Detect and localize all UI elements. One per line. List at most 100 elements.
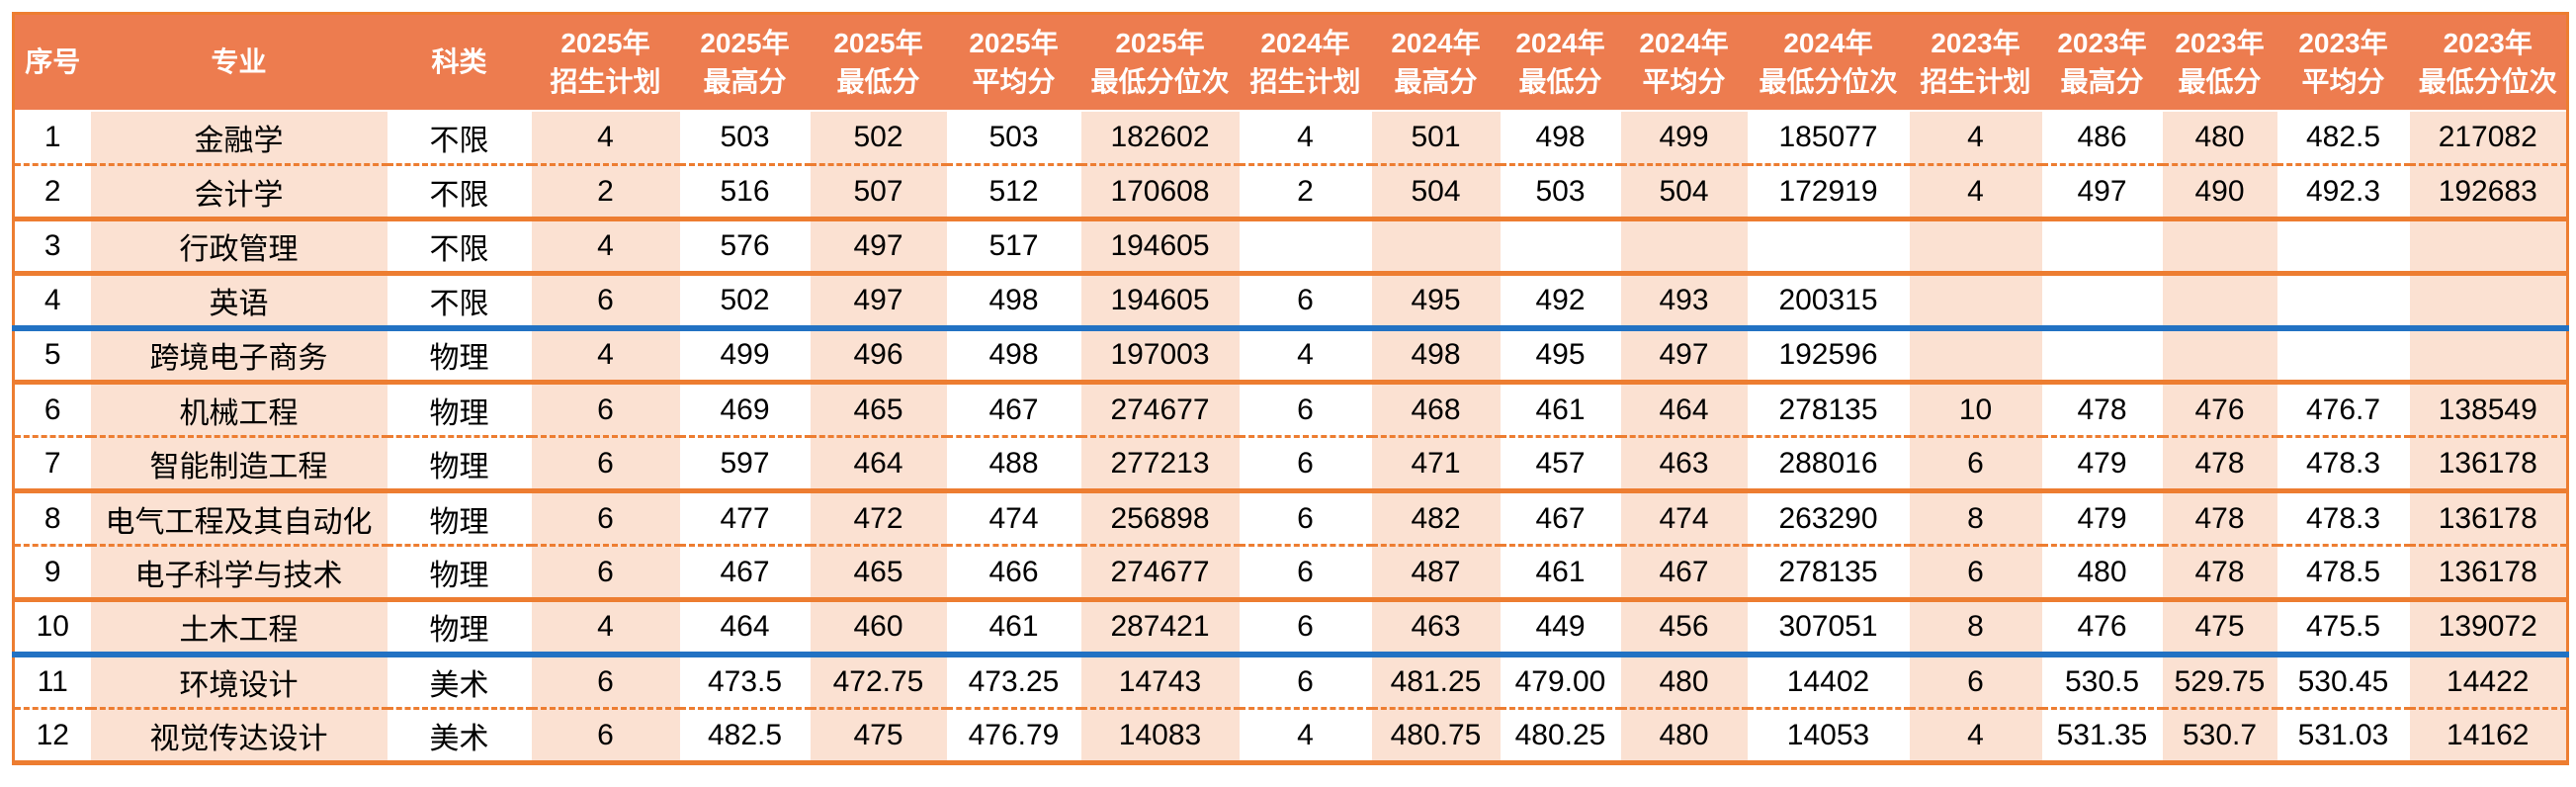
- cell-plan-2025: 6: [531, 545, 680, 602]
- cell-plan-2023: [1909, 273, 2042, 331]
- cell-major: 金融学: [90, 110, 387, 166]
- cell-min-2024: 480.25: [1500, 708, 1621, 765]
- cell-plan-2025: 4: [531, 219, 680, 276]
- column-header-line1: 2024年: [1260, 27, 1350, 58]
- column-header-line2: 平均分: [2301, 65, 2385, 97]
- cell-avg-2024: 464: [1620, 382, 1748, 438]
- cell-plan-2024: 4: [1239, 708, 1372, 765]
- cell-max-2025: 499: [679, 327, 811, 385]
- table-row-5: 5 跨境电子商务 物理 4 499 496 498 197003 4 498 495 497 19259…: [13, 327, 2568, 385]
- column-header-line1: 2025年: [833, 27, 923, 58]
- cell-plan-2024: [1239, 219, 1372, 276]
- cell-plan-2024: 6: [1239, 545, 1372, 602]
- cell-max-2024: 468: [1371, 382, 1501, 438]
- cell-rank-2024: 263290: [1747, 490, 1910, 547]
- cell-avg-2023: 482.5: [2276, 110, 2410, 166]
- column-header-rank-2025: 2025年 最低分位次: [1080, 13, 1240, 112]
- column-header-min-2025: 2025年 最低分: [810, 13, 947, 112]
- cell-rank-2025: 274677: [1080, 545, 1240, 602]
- cell-no: 8: [13, 490, 91, 547]
- cell-rank-2023: [2409, 327, 2568, 385]
- cell-no: 3: [13, 219, 91, 276]
- cell-no: 1: [13, 110, 91, 166]
- cell-plan-2023: [1909, 327, 2042, 385]
- cell-min-2024: 449: [1500, 599, 1621, 657]
- cell-min-2025: 464: [810, 436, 947, 493]
- table-row-3: 3 行政管理 不限 4 576 497 517 194605: [13, 219, 2568, 276]
- cell-max-2023: 531.35: [2041, 708, 2163, 765]
- cell-no: 6: [13, 382, 91, 438]
- cell-avg-2025: 517: [946, 219, 1081, 276]
- cell-max-2023: 486: [2041, 110, 2163, 166]
- column-header-line2: 最低分位次: [2418, 65, 2557, 97]
- cell-rank-2024: 14053: [1747, 708, 1910, 765]
- cell-no: 5: [13, 327, 91, 385]
- cell-no: 7: [13, 436, 91, 493]
- cell-max-2025: 597: [679, 436, 811, 493]
- cell-rank-2023: 14162: [2409, 708, 2568, 765]
- cell-avg-2023: [2276, 219, 2410, 276]
- column-header-rank-2023: 2023年 最低分位次: [2409, 13, 2568, 112]
- cell-avg-2025: 512: [946, 164, 1081, 221]
- cell-major: 电子科学与技术: [90, 545, 387, 602]
- cell-avg-2024: 456: [1620, 599, 1748, 657]
- cell-category: 美术: [386, 708, 532, 765]
- cell-max-2023: 480: [2041, 545, 2163, 602]
- cell-max-2025: 502: [679, 273, 811, 331]
- cell-avg-2025: 488: [946, 436, 1081, 493]
- column-header-line2: 平均分: [972, 65, 1056, 97]
- cell-max-2024: [1371, 219, 1501, 276]
- cell-category: 物理: [386, 490, 532, 547]
- cell-plan-2025: 4: [531, 599, 680, 657]
- cell-plan-2025: 6: [531, 490, 680, 547]
- column-header-line1: 2023年: [1931, 27, 2020, 58]
- cell-major: 智能制造工程: [90, 436, 387, 493]
- table-row-2: 2 会计学 不限 2 516 507 512 170608 2 504 503 504 172919 4 4…: [13, 164, 2568, 221]
- table-row-12: 12 视觉传达设计 美术 6 482.5 475 476.79 14083 4 480.75 480…: [13, 708, 2568, 765]
- cell-avg-2023: [2276, 273, 2410, 331]
- cell-rank-2024: 14402: [1747, 654, 1910, 710]
- column-header-no: 序号: [13, 13, 91, 112]
- table-row-9: 9 电子科学与技术 物理 6 467 465 466 274677 6 487 461 467 2781…: [13, 545, 2568, 602]
- column-header-plan-2023: 2023年招生计划: [1909, 13, 2042, 112]
- cell-category: 物理: [386, 327, 532, 385]
- cell-plan-2023: 4: [1909, 708, 2042, 765]
- cell-min-2025: 465: [810, 382, 947, 438]
- column-header-line1: 序号: [25, 46, 81, 78]
- cell-rank-2023: 192683: [2409, 164, 2568, 221]
- column-header-avg-2025: 2025年 平均分: [946, 13, 1081, 112]
- column-header-line2: 最低分: [1518, 65, 1602, 97]
- cell-min-2023: [2162, 273, 2277, 331]
- cell-rank-2023: 217082: [2409, 110, 2568, 166]
- cell-max-2024: 498: [1371, 327, 1501, 385]
- cell-rank-2025: 170608: [1080, 164, 1240, 221]
- cell-avg-2025: 498: [946, 273, 1081, 331]
- column-header-line2: 招生计划: [1249, 65, 1361, 97]
- cell-category: 物理: [386, 436, 532, 493]
- admission-scores-table-wrapper: 序号 专业 科类 2025年 招生计划 2025年 最高分 2025年 最低分 2025年 平均分 2…: [12, 12, 2569, 765]
- column-header-line2: 招生计划: [1920, 65, 2031, 97]
- table-row-4: 4 英语 不限 6 502 497 498 194605 6 495 492 493 200315: [13, 273, 2568, 331]
- cell-max-2023: [2041, 273, 2163, 331]
- cell-min-2025: 460: [810, 599, 947, 657]
- cell-rank-2025: 194605: [1080, 273, 1240, 331]
- cell-min-2023: 476: [2162, 382, 2277, 438]
- cell-avg-2024: 493: [1620, 273, 1748, 331]
- admission-scores-table: 序号 专业 科类 2025年 招生计划 2025年 最高分 2025年 最低分 2025年 平均分 2…: [12, 12, 2569, 765]
- cell-avg-2024: 480: [1620, 708, 1748, 765]
- cell-max-2024: 463: [1371, 599, 1501, 657]
- column-header-line2: 最低分位次: [1090, 65, 1230, 97]
- cell-avg-2025: 473.25: [946, 654, 1081, 710]
- cell-max-2024: 501: [1371, 110, 1501, 166]
- cell-rank-2025: 14083: [1080, 708, 1240, 765]
- column-header-line2: 平均分: [1642, 65, 1726, 97]
- cell-avg-2023: 475.5: [2276, 599, 2410, 657]
- cell-max-2024: 487: [1371, 545, 1501, 602]
- table-header: 序号 专业 科类 2025年 招生计划 2025年 最高分 2025年 最低分 2025年 平均分 2…: [13, 13, 2568, 112]
- cell-min-2025: 472: [810, 490, 947, 547]
- cell-no: 11: [13, 654, 91, 710]
- cell-max-2023: 479: [2041, 436, 2163, 493]
- cell-rank-2023: [2409, 273, 2568, 331]
- cell-max-2023: 476: [2041, 599, 2163, 657]
- cell-rank-2024: 278135: [1747, 545, 1910, 602]
